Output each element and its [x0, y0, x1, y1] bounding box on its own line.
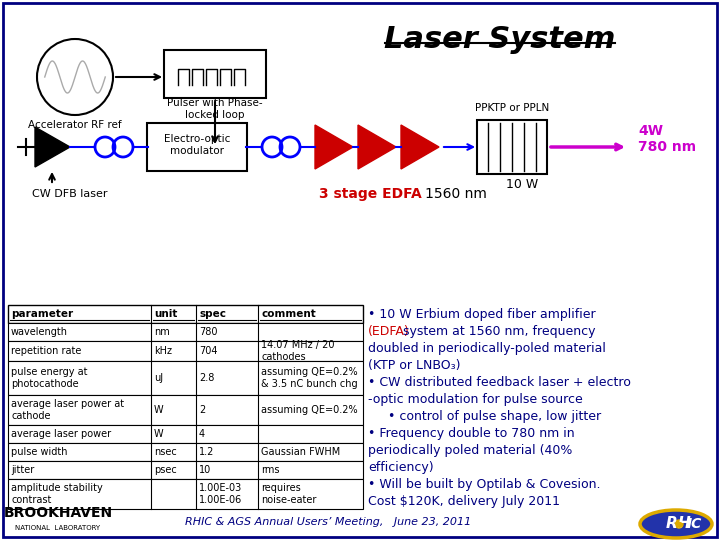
Text: NATIONAL  LABORATORY: NATIONAL LABORATORY [15, 525, 101, 531]
FancyBboxPatch shape [164, 50, 266, 98]
Text: • Will be built by Optilab & Covesion.: • Will be built by Optilab & Covesion. [368, 478, 600, 491]
Text: BROOKHAVEN: BROOKHAVEN [4, 506, 112, 520]
Text: CW DFB laser: CW DFB laser [32, 189, 108, 199]
Text: Laser System: Laser System [384, 25, 616, 54]
Text: 2.8: 2.8 [199, 373, 215, 383]
Text: spec: spec [199, 309, 226, 319]
Bar [8, 443, 363, 461]
Text: Accelerator RF ref: Accelerator RF ref [28, 120, 122, 130]
Bar [8, 479, 363, 509]
Text: 4: 4 [199, 429, 205, 439]
Text: assuming QE=0.2%
& 3.5 nC bunch chg: assuming QE=0.2% & 3.5 nC bunch chg [261, 367, 358, 389]
Text: IC: IC [686, 517, 701, 531]
Bar [8, 425, 363, 443]
Circle shape [675, 520, 683, 528]
Text: 1560 nm: 1560 nm [425, 187, 487, 201]
Text: system at 1560 nm, frequency: system at 1560 nm, frequency [399, 325, 595, 338]
Text: RHIC & AGS Annual Users’ Meeting,   June 23, 2011: RHIC & AGS Annual Users’ Meeting, June 2… [185, 517, 472, 527]
Bar [8, 361, 363, 395]
Text: ●: ● [675, 519, 683, 529]
Text: R: R [666, 516, 678, 531]
Text: (KTP or LNBO₃): (KTP or LNBO₃) [368, 359, 461, 372]
Text: pulse width: pulse width [11, 447, 68, 457]
Text: efficiency): efficiency) [368, 461, 433, 474]
Text: requires
noise-eater: requires noise-eater [261, 483, 316, 505]
Text: average laser power: average laser power [11, 429, 111, 439]
Text: comment: comment [261, 309, 316, 319]
Bar [8, 461, 363, 479]
Text: W: W [154, 405, 163, 415]
Text: rms: rms [261, 465, 279, 475]
Bar [8, 395, 363, 425]
Bar [8, 305, 363, 323]
Text: repetition rate: repetition rate [11, 346, 81, 356]
Text: • Frequency double to 780 nm in: • Frequency double to 780 nm in [368, 427, 575, 440]
Text: pulse energy at
photocathode: pulse energy at photocathode [11, 367, 88, 389]
Text: 1.2: 1.2 [199, 447, 215, 457]
Text: 2: 2 [199, 405, 205, 415]
Text: 10: 10 [199, 465, 211, 475]
Text: parameter: parameter [11, 309, 73, 319]
Text: (EDFA): (EDFA) [368, 325, 410, 338]
Bar [8, 341, 363, 361]
Text: 3 stage EDFA: 3 stage EDFA [319, 187, 421, 201]
Text: 1.00E-03
1.00E-06: 1.00E-03 1.00E-06 [199, 483, 242, 505]
Text: H: H [678, 516, 690, 531]
Text: wavelength: wavelength [11, 327, 68, 337]
Text: average laser power at
cathode: average laser power at cathode [11, 399, 124, 421]
Text: W: W [154, 429, 163, 439]
Text: jitter: jitter [11, 465, 35, 475]
Text: psec: psec [154, 465, 176, 475]
Text: kHz: kHz [154, 346, 172, 356]
Text: 14.07 MHz / 20
cathodes: 14.07 MHz / 20 cathodes [261, 340, 335, 362]
Text: -optic modulation for pulse source: -optic modulation for pulse source [368, 393, 582, 406]
Text: Cost $120K, delivery July 2011: Cost $120K, delivery July 2011 [368, 495, 560, 508]
Polygon shape [358, 125, 396, 169]
FancyBboxPatch shape [147, 123, 247, 171]
Text: • CW distributed feedback laser + electro: • CW distributed feedback laser + electr… [368, 376, 631, 389]
Bar [8, 323, 363, 341]
Text: • control of pulse shape, low jitter: • control of pulse shape, low jitter [368, 410, 601, 423]
Text: periodically poled material (40%: periodically poled material (40% [368, 444, 572, 457]
Text: • 10 W Erbium doped fiber amplifier: • 10 W Erbium doped fiber amplifier [368, 308, 600, 321]
Text: Electro-optic
modulator: Electro-optic modulator [164, 134, 230, 156]
FancyBboxPatch shape [3, 3, 717, 537]
Text: 10 W: 10 W [506, 178, 538, 191]
Text: unit: unit [154, 309, 177, 319]
Text: 704: 704 [199, 346, 217, 356]
Text: nm: nm [154, 327, 170, 337]
FancyBboxPatch shape [477, 120, 547, 174]
Polygon shape [401, 125, 439, 169]
Text: uJ: uJ [154, 373, 163, 383]
Text: PPKTP or PPLN: PPKTP or PPLN [475, 103, 549, 113]
Text: 780: 780 [199, 327, 217, 337]
Text: nsec: nsec [154, 447, 176, 457]
Text: 4W
780 nm: 4W 780 nm [638, 124, 696, 154]
Text: Pulser with Phase-
locked loop: Pulser with Phase- locked loop [167, 98, 263, 119]
Polygon shape [315, 125, 353, 169]
Text: amplitude stability
contrast: amplitude stability contrast [11, 483, 103, 505]
Ellipse shape [640, 510, 712, 538]
Polygon shape [35, 127, 70, 167]
Text: assuming QE=0.2%: assuming QE=0.2% [261, 405, 358, 415]
Text: Gaussian FWHM: Gaussian FWHM [261, 447, 341, 457]
Text: doubled in periodically-poled material: doubled in periodically-poled material [368, 342, 606, 355]
